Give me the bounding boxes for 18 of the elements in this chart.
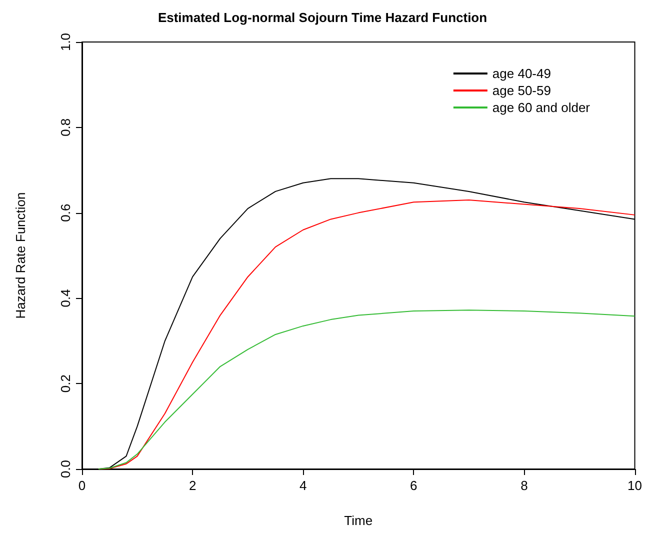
y-tick-label: 0.8 [58,118,73,136]
x-axis-title: Time [344,513,373,528]
y-axis-title: Hazard Rate Function [13,192,28,319]
x-tick-label: 0 [78,478,86,493]
chart-title: Estimated Log-normal Sojourn Time Hazard Function [158,10,488,25]
y-tick-label: 0.4 [58,289,73,308]
legend-label: age 60 and older [492,100,591,115]
legend-label: age 40-49 [492,66,551,81]
x-tick-label: 4 [299,478,307,493]
y-tick-label: 0.2 [58,374,73,393]
x-tick-label: 6 [410,478,418,493]
legend-label: age 50-59 [492,83,551,98]
x-tick-label: 8 [520,478,528,493]
x-tick-label: 2 [188,478,196,493]
x-tick-label: 10 [628,478,642,493]
y-tick-label: 0.0 [58,460,73,478]
y-tick-label: 0.6 [58,204,73,222]
y-tick-label: 1.0 [58,32,73,52]
